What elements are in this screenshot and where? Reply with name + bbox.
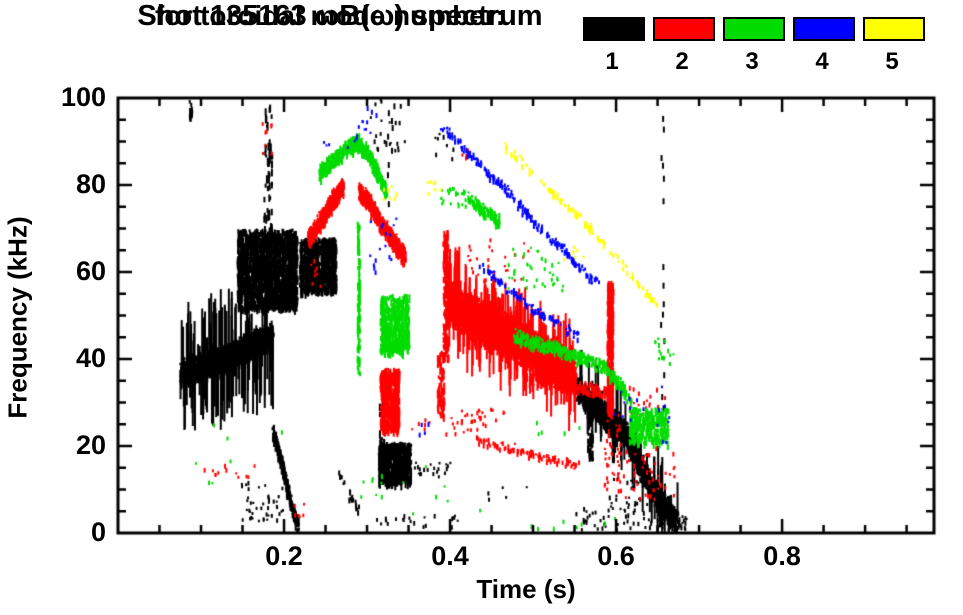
x-tick-label: 0.4 (431, 541, 469, 571)
legend-label-4: 4 (815, 48, 829, 75)
legend-swatch-5 (863, 17, 925, 41)
y-tick-label: 40 (75, 343, 106, 373)
y-tick-label: 80 (75, 169, 106, 199)
legend-label-2: 2 (675, 48, 689, 75)
chart-subtitle: for toroidal mode number: (155, 0, 505, 31)
legend-label-1: 1 (605, 48, 619, 75)
y-axis-title: Frequency (kHz) (2, 216, 33, 419)
x-axis-title: Time (s) (476, 574, 576, 604)
legend-swatch-2 (653, 17, 715, 41)
x-tick-label: 0.6 (597, 541, 635, 571)
legend-label-3: 3 (745, 48, 759, 75)
x-tick-label: 0.8 (763, 541, 801, 571)
chart-title: Shot 135163 ωB(ω) spectrum (137, 0, 543, 32)
legend-swatch-3 (723, 17, 785, 41)
legend: 1 2 3 4 5 (0, 0, 963, 90)
y-tick-label: 60 (75, 256, 106, 286)
y-tick-label: 20 (75, 430, 106, 460)
x-tick-label: 0.2 (265, 541, 303, 571)
legend-swatch-4 (793, 17, 855, 41)
legend-swatch-1 (583, 17, 645, 41)
y-tick-label: 0 (90, 517, 106, 547)
legend-label-5: 5 (885, 48, 899, 75)
y-tick-label: 100 (60, 82, 106, 112)
